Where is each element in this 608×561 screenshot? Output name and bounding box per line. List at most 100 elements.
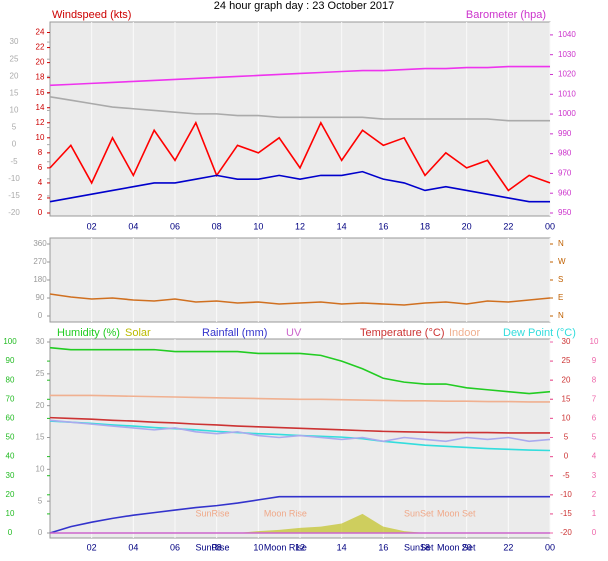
- x-tick-label: 00: [545, 221, 555, 231]
- x-tick-label: 08: [212, 542, 222, 552]
- y3-tick-label: 30: [562, 337, 571, 346]
- y2-tick-label: 1010: [558, 89, 576, 98]
- x-tick-label: 04: [128, 542, 138, 552]
- y3-tick-label: 15: [10, 88, 19, 97]
- y2-tick-label: E: [558, 293, 563, 302]
- y-tick-label: 24: [36, 28, 45, 37]
- y3-tick-label: 10: [562, 414, 571, 423]
- x-tick-label: 16: [378, 542, 388, 552]
- y2-tick-label: N: [558, 239, 564, 248]
- y3-tick-label: 5: [12, 123, 17, 132]
- x-tick-label: 18: [420, 542, 430, 552]
- y-tick-label: 60: [6, 414, 15, 423]
- chart-title: 24 hour graph day : 23 October 2017: [214, 0, 394, 12]
- y3-tick-label: -10: [560, 490, 572, 499]
- y3-tick-label: -15: [8, 191, 20, 200]
- x-tick-label: 04: [128, 221, 138, 231]
- y3-tick-label: 10: [10, 106, 19, 115]
- x-tick-label: 08: [212, 221, 222, 231]
- y2-tick-label: 30: [36, 337, 45, 346]
- x-tick-label: 14: [337, 221, 347, 231]
- annotation-axis: SunRise: [195, 542, 229, 552]
- y-tick-label: 6: [38, 163, 43, 172]
- y-tick-label: 20: [6, 490, 15, 499]
- series-line: [49, 419, 551, 443]
- area: [50, 513, 550, 533]
- y2-tick-label: N: [558, 311, 564, 320]
- y3-tick-label: 25: [10, 54, 19, 63]
- y4-tick-label: 5: [592, 433, 597, 442]
- y4-tick-label: 8: [592, 375, 597, 384]
- y2-tick-label: 1020: [558, 70, 576, 79]
- x-tick-label: 18: [420, 221, 430, 231]
- y2-tick-label: 5: [38, 496, 43, 505]
- annotation: Moon Set: [437, 508, 476, 518]
- y-tick-label: 22: [36, 43, 45, 52]
- x-tick-label: 02: [87, 221, 97, 231]
- y2-tick-label: 0: [38, 528, 43, 537]
- annotation: Moon Rise: [264, 508, 307, 518]
- legend-entry: UV: [286, 327, 302, 339]
- y3-tick-label: 15: [562, 394, 571, 403]
- x-tick-label: 02: [87, 542, 97, 552]
- y3-tick-label: 20: [562, 375, 571, 384]
- y-tick-label: 40: [6, 452, 15, 461]
- y2-tick-label: 970: [558, 169, 572, 178]
- legend-entry: Rainfall (mm): [202, 327, 267, 339]
- series-line: [49, 120, 551, 192]
- y-tick-label: 10: [36, 133, 45, 142]
- series-line: [49, 416, 550, 434]
- series-line: [50, 394, 550, 403]
- y4-tick-label: 2: [592, 490, 597, 499]
- y2-tick-label: W: [558, 257, 566, 266]
- legend-entry: Temperature (°C): [360, 327, 444, 339]
- y-tick-label: 18: [36, 73, 45, 82]
- y3-tick-label: 5: [564, 433, 569, 442]
- series-line: [49, 346, 551, 395]
- legend-entry: Dew Point (°C): [503, 327, 576, 339]
- x-tick-label: 06: [170, 542, 180, 552]
- y4-tick-label: 7: [592, 394, 597, 403]
- y2-axis-label: Barometer (hpa): [466, 9, 546, 21]
- y-tick-label: 80: [6, 375, 15, 384]
- y4-tick-label: 9: [592, 356, 597, 365]
- y2-tick-label: 10: [36, 464, 45, 473]
- y2-tick-label: 960: [558, 188, 572, 197]
- y2-tick-label: 1000: [558, 109, 576, 118]
- y3-tick-label: 25: [562, 356, 571, 365]
- y4-tick-label: 4: [592, 452, 597, 461]
- y-tick-label: 70: [6, 394, 15, 403]
- y3-tick-label: -5: [10, 157, 18, 166]
- y2-tick-label: S: [558, 275, 563, 284]
- y-tick-label: 100: [3, 337, 17, 346]
- y-tick-label: 180: [33, 275, 47, 284]
- x-tick-label: 22: [503, 542, 513, 552]
- y-tick-label: 10: [6, 509, 15, 518]
- x-tick-label: 12: [295, 221, 305, 231]
- y3-tick-label: 0: [12, 140, 17, 149]
- x-tick-label: 14: [337, 542, 347, 552]
- y4-tick-label: 1: [592, 509, 597, 518]
- y3-tick-label: -10: [8, 174, 20, 183]
- y2-tick-label: 20: [36, 401, 45, 410]
- annotation-axis: Moon Set: [437, 542, 476, 552]
- y2-tick-label: 980: [558, 149, 572, 158]
- y-tick-label: 16: [36, 88, 45, 97]
- y-tick-label: 270: [33, 257, 47, 266]
- series-line: [49, 95, 550, 122]
- y3-tick-label: 30: [10, 37, 19, 46]
- legend-entry: Humidity (%): [57, 327, 120, 339]
- x-tick-label: 06: [170, 221, 180, 231]
- y3-tick-label: 20: [10, 71, 19, 80]
- y-tick-label: 50: [6, 433, 15, 442]
- y3-tick-label: 0: [564, 452, 569, 461]
- series-line: [49, 495, 550, 534]
- y2-tick-label: 990: [558, 129, 572, 138]
- y-tick-label: 4: [38, 178, 43, 187]
- y-tick-label: 2: [38, 193, 43, 202]
- y-tick-label: 90: [6, 356, 15, 365]
- y3-tick-label: -5: [562, 471, 570, 480]
- y-axis-label: Windspeed (kts): [52, 9, 131, 21]
- y-tick-label: 0: [38, 208, 43, 217]
